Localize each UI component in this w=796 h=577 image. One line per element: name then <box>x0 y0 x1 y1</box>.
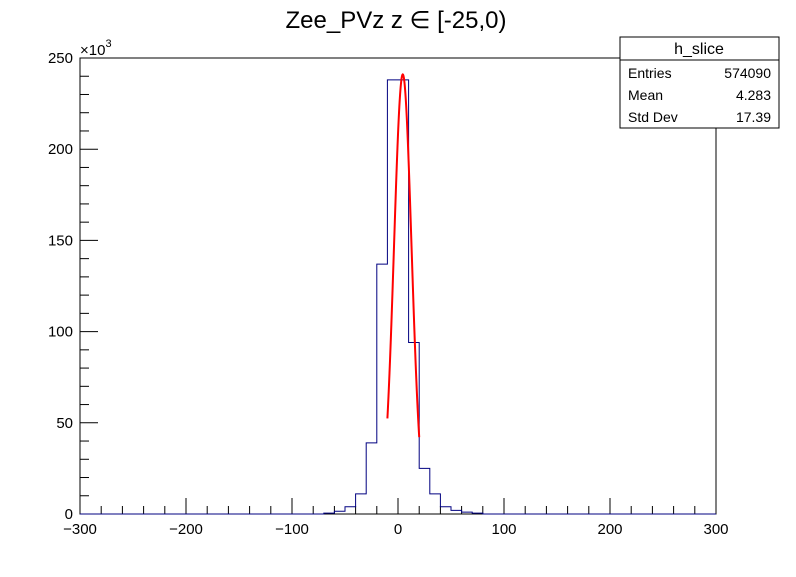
stats-mean-label: Mean <box>628 87 663 103</box>
y-tick-label: 0 <box>65 506 73 523</box>
stats-box-frame <box>619 36 780 129</box>
stats-box-title: h_slice <box>674 41 724 58</box>
stats-entries-label: Entries <box>628 65 672 81</box>
y-tick-label: 250 <box>48 50 73 67</box>
y-tick-label: 150 <box>48 232 73 249</box>
fit-curve <box>386 73 421 438</box>
y-tick-label: 50 <box>56 415 73 432</box>
axes: −300 −200 −100 0 100 200 300 0 50 100 150 200 250 <box>48 50 729 538</box>
x-tick-label: 100 <box>491 521 516 538</box>
x-tick-label: −100 <box>275 521 309 538</box>
y-tick-label: 200 <box>48 141 73 158</box>
x-tick-label: −300 <box>63 521 97 538</box>
y-multiplier-base: ×10 <box>80 42 105 59</box>
x-tick-label: 200 <box>597 521 622 538</box>
svg-text:×103: ×103 <box>80 38 112 59</box>
stats-stddev-label: Std Dev <box>628 109 678 125</box>
y-tick-label: 100 <box>48 324 73 341</box>
stats-mean-value: 4.283 <box>736 87 771 103</box>
y-axis-multiplier: ×103 <box>80 38 112 59</box>
x-tick-label: 300 <box>703 521 728 538</box>
x-tick-label: 0 <box>394 521 402 538</box>
x-tick-label: −200 <box>169 521 203 538</box>
gaussian-fit-line <box>386 73 421 438</box>
chart-title: Zee_PVz z ∈ [-25,0) <box>286 7 507 34</box>
stats-box: h_slice Entries 574090 Mean 4.283 Std De… <box>619 36 780 129</box>
y-multiplier-exponent: 3 <box>105 38 111 50</box>
stats-stddev-value: 17.39 <box>736 109 771 125</box>
stats-entries-value: 574090 <box>724 65 771 81</box>
